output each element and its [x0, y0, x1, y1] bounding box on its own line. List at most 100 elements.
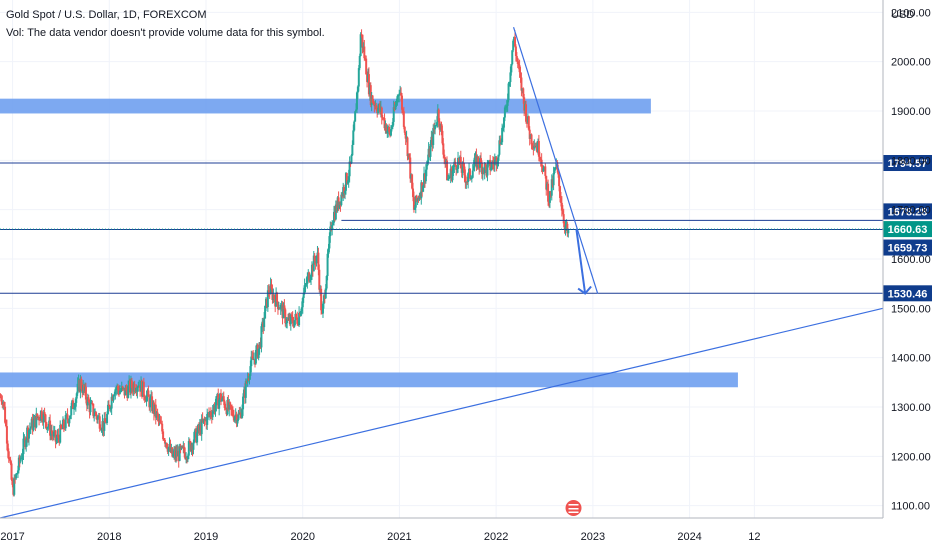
candle-body: [501, 127, 504, 143]
candle-body: [4, 406, 7, 423]
price-label: 1678.28: [888, 206, 928, 218]
candle-body: [385, 124, 388, 134]
candle-body: [452, 166, 455, 171]
candle-body: [224, 407, 227, 409]
candle-body: [517, 63, 520, 66]
candle-body: [304, 284, 307, 286]
candle-body: [7, 451, 10, 460]
candle-body: [396, 96, 399, 103]
candle-body: [69, 415, 72, 419]
candle-body: [299, 310, 302, 317]
candle-body: [29, 427, 32, 429]
candle-body: [264, 305, 267, 319]
candle-body: [273, 294, 276, 300]
candle-body: [120, 386, 123, 391]
candle-body: [22, 438, 25, 455]
candle-body: [118, 390, 121, 394]
candle-body: [242, 396, 245, 410]
candle-body: [93, 415, 96, 417]
candle-body: [186, 455, 189, 460]
candle-body: [110, 396, 113, 409]
candle-body: [367, 74, 370, 95]
price-label: 1659.73: [888, 243, 928, 255]
candle-body: [16, 470, 19, 474]
candle-body: [233, 416, 236, 421]
candle-body: [293, 320, 296, 327]
x-tick-label: 2024: [677, 531, 701, 543]
candle-body: [527, 116, 530, 130]
candle-body: [267, 290, 270, 292]
candle-body: [133, 383, 136, 392]
y-tick-label: 1200.00: [891, 451, 931, 463]
candle-body: [500, 142, 503, 145]
candle-body: [46, 426, 49, 429]
candle-body: [553, 169, 556, 174]
candle-body: [470, 177, 473, 179]
candle-body: [365, 58, 368, 75]
candle-body: [566, 223, 569, 234]
candle-body: [340, 194, 343, 206]
candle-body: [303, 285, 306, 294]
candle-body: [8, 459, 11, 461]
candle-body: [486, 164, 489, 176]
candle-body: [115, 389, 118, 391]
candle-body: [489, 160, 492, 171]
candle-body: [231, 409, 234, 416]
candle-body: [75, 393, 78, 399]
candle-body: [84, 386, 87, 400]
candle-body: [564, 225, 567, 229]
candle-body: [557, 169, 560, 175]
currency-label: USD: [891, 9, 914, 21]
candle-body: [411, 174, 414, 189]
candle-body: [117, 385, 120, 390]
candle-body: [298, 312, 301, 326]
candlestick-series: [0, 29, 570, 497]
chart-title: Gold Spot / U.S. Dollar, 1D, FOREXCOM: [6, 9, 207, 21]
candle-body: [276, 301, 279, 310]
candle-body: [127, 385, 130, 398]
trendline: [512, 26, 599, 294]
candle-body: [351, 144, 354, 156]
candle-body: [163, 439, 166, 444]
candle-body: [68, 418, 71, 424]
candle-body: [531, 144, 534, 146]
candle-body: [429, 144, 432, 157]
candle-body: [99, 428, 102, 430]
candle-body: [282, 305, 285, 319]
candle-body: [184, 452, 187, 459]
candle-body: [192, 442, 195, 450]
candle-body: [219, 393, 222, 402]
candle-body: [160, 423, 163, 425]
candle-body: [544, 166, 547, 176]
candle-body: [516, 58, 519, 64]
x-tick-label: 2022: [484, 531, 508, 543]
candle-body: [408, 153, 411, 158]
candle-body: [313, 255, 316, 261]
candle-body: [162, 431, 165, 440]
y-tick-label: 1900.00: [891, 106, 931, 118]
candle-body: [72, 400, 75, 410]
candle-body: [401, 109, 404, 112]
candle-body: [246, 378, 249, 383]
candle-body: [295, 313, 298, 318]
candle-body: [35, 413, 38, 428]
candle-body: [326, 253, 329, 277]
candle-body: [515, 55, 518, 59]
candle-body: [59, 424, 62, 443]
candle-body: [76, 383, 79, 394]
candle-body: [346, 181, 349, 184]
candle-body: [296, 317, 299, 324]
us-flag-icon-stripe: [568, 508, 579, 510]
candle-body: [552, 173, 555, 186]
candle-body: [369, 85, 372, 106]
candle-body: [404, 132, 407, 139]
candle-body: [112, 395, 115, 401]
candle-body: [125, 387, 128, 391]
candle-body: [70, 405, 73, 416]
candle-body: [514, 36, 517, 47]
candle-body: [443, 154, 446, 158]
candle-body: [329, 226, 332, 237]
candle-body: [497, 154, 500, 161]
candle-body: [3, 401, 6, 407]
